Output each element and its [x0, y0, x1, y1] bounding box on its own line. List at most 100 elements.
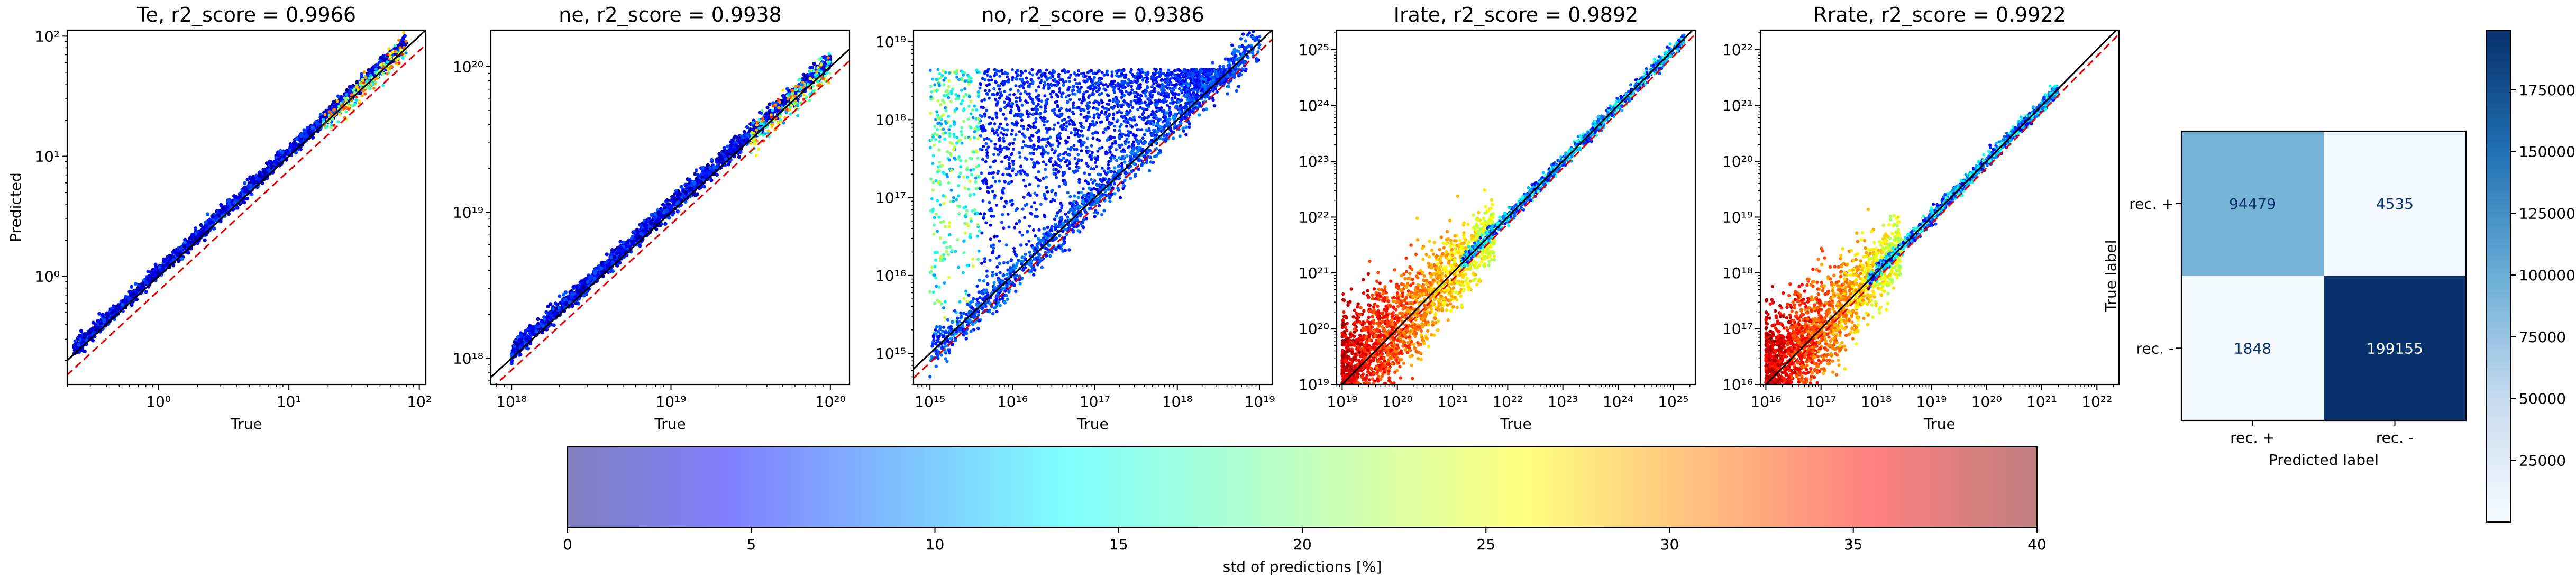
scatter-point — [109, 311, 114, 315]
scatter-point — [638, 223, 643, 228]
scatter-point — [1040, 99, 1044, 103]
scatter-point — [815, 69, 819, 73]
scatter-point — [365, 86, 369, 90]
scatter-point — [816, 74, 819, 77]
scatter-point — [736, 144, 740, 149]
scatter-point — [997, 125, 1001, 129]
scatter-point — [828, 71, 832, 75]
scatter-point — [947, 96, 951, 99]
scatter-point — [1015, 100, 1018, 104]
scatter-point — [711, 168, 715, 172]
scatter-point — [311, 135, 315, 140]
axes-frame — [66, 29, 427, 386]
scatter-point — [1043, 80, 1047, 84]
scatter-point — [1152, 120, 1155, 123]
scatter-point — [971, 116, 975, 120]
scatter-point — [286, 149, 290, 153]
scatter-point — [1064, 95, 1068, 99]
scatter-point — [931, 154, 935, 158]
scatter-point — [1077, 69, 1081, 72]
scatter-point — [615, 251, 619, 255]
scatter-point — [1057, 109, 1061, 113]
scatter-point — [88, 330, 92, 335]
scatter-point — [999, 131, 1003, 135]
scatter-point — [272, 159, 277, 163]
scatter-point — [252, 176, 256, 181]
scatter-point — [1084, 162, 1088, 166]
scatter-point — [212, 226, 216, 231]
scatter-point — [299, 139, 303, 143]
scatter-point — [1004, 133, 1008, 137]
scatter-point — [541, 324, 545, 328]
scatter-point — [688, 186, 692, 191]
scatter-point — [1140, 101, 1144, 104]
scatter-point — [1113, 139, 1117, 143]
scatter-point — [1042, 123, 1046, 127]
x-tick-label: 10² — [407, 393, 432, 410]
scatter-point — [811, 69, 815, 72]
scatter-point — [1011, 162, 1015, 166]
scatter-point — [763, 121, 766, 124]
scatter-point — [785, 107, 789, 111]
scatter-point — [962, 206, 966, 209]
scatter-point — [788, 92, 791, 96]
scatter-point — [742, 130, 746, 134]
scatter-point — [960, 102, 963, 106]
scatter-point — [182, 241, 187, 245]
scatter-point — [1085, 90, 1089, 94]
scatter-point — [1076, 85, 1080, 89]
axes-frame — [490, 29, 851, 386]
scatter-point — [793, 102, 797, 106]
scatter-point — [557, 305, 561, 310]
scatter-point — [938, 72, 942, 76]
scatter-point — [176, 248, 180, 252]
scatter-point — [311, 125, 315, 130]
scatter-point — [969, 217, 973, 221]
scatter-point — [1067, 210, 1071, 214]
scatter-point — [364, 76, 368, 79]
scatter-point — [546, 304, 550, 309]
scatter-point — [777, 106, 781, 109]
scatter-point — [203, 238, 207, 242]
scatter-point — [952, 196, 955, 199]
scatter-point — [633, 234, 637, 239]
scatter-point — [947, 79, 951, 83]
scatter-point — [1077, 81, 1081, 85]
scatter-point — [802, 76, 807, 80]
scatter-point — [177, 259, 181, 263]
scatter-point — [169, 253, 173, 258]
scatter-point — [662, 206, 666, 210]
scatter-point — [1015, 222, 1018, 226]
scatter-point — [728, 143, 733, 148]
scatter-point — [966, 117, 970, 121]
scatter-point — [188, 241, 193, 245]
scatter-point — [1100, 166, 1104, 170]
scatter-point — [1167, 108, 1171, 112]
scatter-point — [1124, 89, 1128, 93]
scatter-point — [782, 96, 787, 100]
scatter-point — [933, 265, 937, 269]
scatter-point — [1105, 72, 1109, 76]
scatter-point — [816, 79, 819, 83]
scatter-point — [712, 165, 716, 169]
scatter-point — [79, 329, 84, 333]
scatter-point — [280, 151, 285, 155]
scatter-point — [269, 166, 273, 170]
scatter-point — [258, 173, 262, 178]
scatter-point — [1048, 127, 1052, 131]
scatter-point — [749, 142, 753, 145]
scatter-point — [943, 300, 947, 304]
scatter-point — [1144, 94, 1148, 98]
scatter-point — [950, 249, 954, 252]
scatter-point — [819, 70, 823, 74]
scatter-point — [957, 97, 961, 100]
scatter-point — [1031, 113, 1035, 116]
scatter-point — [994, 80, 998, 84]
scatter-point — [963, 186, 967, 190]
scatter-point — [536, 322, 541, 326]
scatter-point — [960, 88, 963, 92]
scatter-point — [336, 94, 341, 98]
scatter-point — [973, 208, 977, 212]
scatter-point — [702, 185, 707, 189]
